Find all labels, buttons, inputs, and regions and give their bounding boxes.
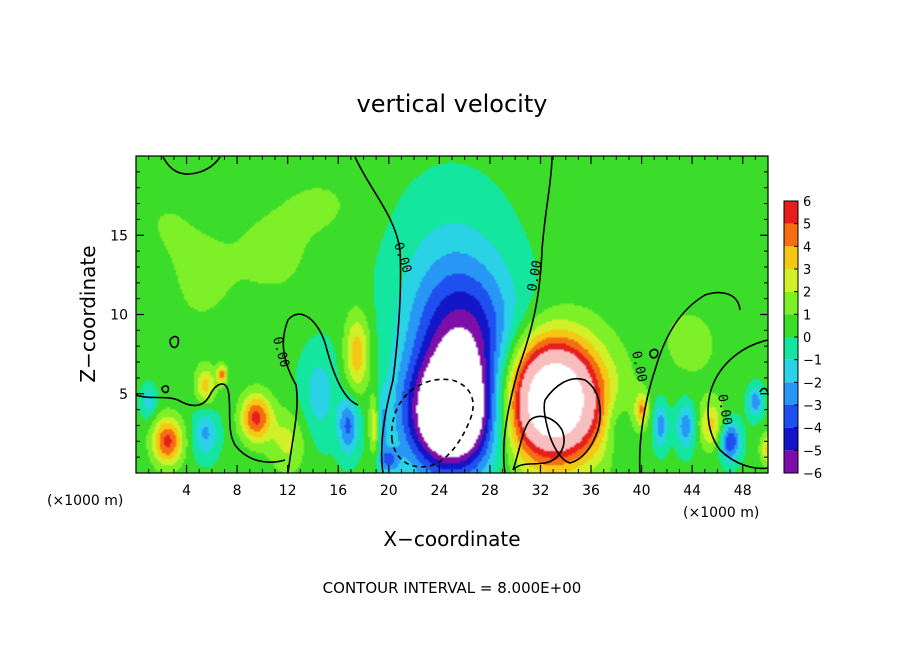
colorbar-tick-label: 3 xyxy=(803,263,811,278)
colorbar-tick-label: 2 xyxy=(803,286,811,301)
zero-contour-small-1 xyxy=(169,335,180,349)
x-tick-label: 16 xyxy=(329,483,347,499)
zero-contour-shaded-a xyxy=(512,415,565,471)
x-tick-label: 28 xyxy=(481,483,499,499)
y-axis-label: Z−coordinate xyxy=(76,245,100,382)
zero-contour-lowleft xyxy=(135,383,286,463)
zero-contour-rightmid xyxy=(638,291,741,474)
contour-label: 0.00 xyxy=(525,259,545,292)
zero-contour-left xyxy=(354,156,402,474)
zero-contour-small-2 xyxy=(649,348,659,359)
colorbar-segment xyxy=(784,359,798,383)
colorbar-tick-label: −4 xyxy=(803,422,822,437)
x-tick-label: 36 xyxy=(582,483,600,499)
x-axis: 4 8 12 16 20 24 28 32 36 40 44 48 xyxy=(148,156,756,499)
contour-interval-footer: CONTOUR INTERVAL = 8.000E+00 xyxy=(323,579,582,597)
colorbar-segment xyxy=(784,382,798,405)
zero-contour-leftside xyxy=(282,313,359,474)
velocity-field xyxy=(136,156,768,473)
y-axis: 5 10 15 xyxy=(110,171,768,458)
colorbar-tick-label: 5 xyxy=(803,218,811,233)
contour-lines xyxy=(135,156,769,474)
colorbar: 6 5 4 3 2 1 0 −1 −2 −3 −4 −5 −6 xyxy=(783,195,822,482)
colorbar-tick-label: −2 xyxy=(803,376,822,391)
colorbar-tick-label: 4 xyxy=(803,240,811,255)
y-tick-label: 5 xyxy=(119,387,128,403)
colorbar-tick-label: 6 xyxy=(803,195,811,210)
x-tick-label: 20 xyxy=(380,483,398,499)
colorbar-segment xyxy=(784,314,798,337)
colorbar-tick-label: −6 xyxy=(803,467,822,482)
x-unit-left: (×1000 m) xyxy=(47,493,123,509)
x-tick-label: 4 xyxy=(182,483,191,499)
x-tick-label: 32 xyxy=(532,483,550,499)
colorbar-segment xyxy=(784,269,798,292)
colorbar-tick-label: −3 xyxy=(803,399,822,414)
x-tick-label: 24 xyxy=(430,483,448,499)
x-tick-label: 40 xyxy=(633,483,651,499)
zero-contour-mid xyxy=(502,156,553,474)
zero-contour-top xyxy=(162,156,221,175)
colorbar-segment xyxy=(784,201,798,224)
y-tick-label: 15 xyxy=(110,228,128,244)
colorbar-segment xyxy=(784,427,798,451)
zero-contour-small-3 xyxy=(161,385,170,394)
x-axis-label: X−coordinate xyxy=(383,527,520,551)
x-tick-label: 8 xyxy=(233,483,242,499)
zero-contour-right xyxy=(707,339,769,470)
colorbar-tick-label: 0 xyxy=(803,331,811,346)
x-unit-right: (×1000 m) xyxy=(683,505,759,521)
colorbar-tick-label: −5 xyxy=(803,444,822,459)
x-tick-label: 48 xyxy=(734,483,752,499)
y-tick-label: 10 xyxy=(110,308,128,324)
colorbar-segment xyxy=(784,246,798,269)
chart-title: vertical velocity xyxy=(357,90,548,118)
zero-contour-shaded-b xyxy=(543,378,601,464)
contour-label: 0.00 xyxy=(628,350,649,384)
colorbar-segment xyxy=(784,450,798,473)
colorbar-segment xyxy=(784,291,798,315)
x-tick-label: 12 xyxy=(279,483,297,499)
colorbar-segment xyxy=(784,337,798,360)
colorbar-segment xyxy=(784,405,798,428)
colorbar-tick-label: −1 xyxy=(803,354,822,369)
contour-label: 0.00 xyxy=(714,393,734,426)
x-tick-label: 44 xyxy=(683,483,701,499)
colorbar-tick-label: 1 xyxy=(803,308,811,323)
colorbar-segment xyxy=(784,223,798,247)
